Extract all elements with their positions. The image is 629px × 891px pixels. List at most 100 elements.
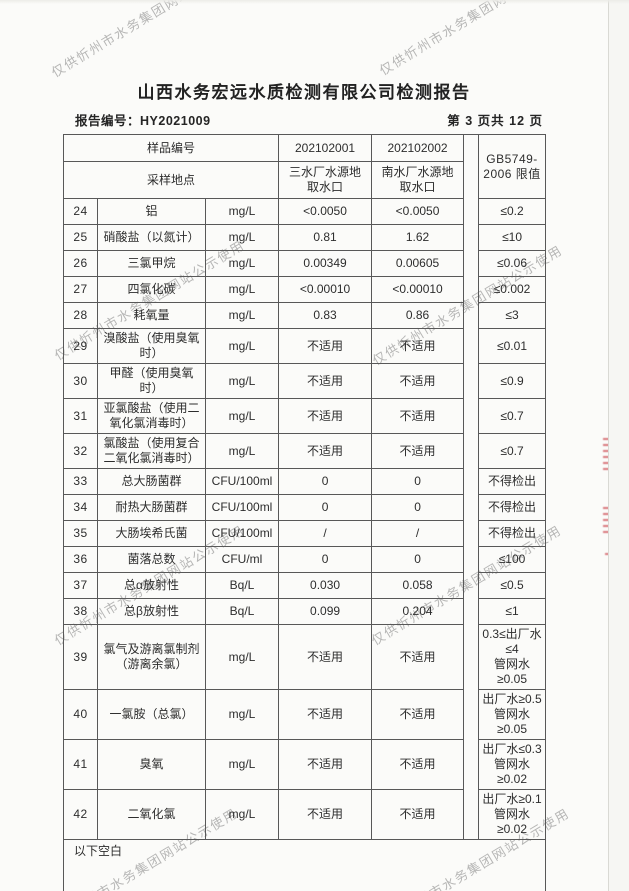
row-number-cell: 34 bbox=[63, 494, 98, 521]
report-meta: 报告编号：HY2021009 第 3 页共 12 页 bbox=[63, 110, 545, 129]
row-number-cell: 27 bbox=[63, 276, 98, 303]
value-cell-1: 0.030 bbox=[278, 572, 373, 599]
value-cell-2: <0.0050 bbox=[371, 198, 465, 225]
param-cell: 四氯化碳 bbox=[97, 276, 206, 303]
paper-edge-line bbox=[608, 0, 609, 891]
blank-footer-row: 以下空白 bbox=[62, 839, 547, 891]
param-cell: 总大肠菌群 bbox=[97, 468, 206, 495]
param-cell: 耗氧量 bbox=[97, 302, 206, 329]
limit-cell: 出厂水≥0.5 管网水≥0.05 bbox=[478, 689, 547, 740]
table-header-row: 采样地点 三水厂水源地 取水口 南水厂水源地 取水口 bbox=[62, 161, 546, 199]
param-cell: 耐热大肠菌群 bbox=[97, 494, 206, 521]
param-cell: 氯气及游离氯制剂（游离余氯） bbox=[97, 624, 206, 690]
row-number-cell: 28 bbox=[63, 302, 98, 329]
limit-cell: ≤0.002 bbox=[478, 276, 547, 303]
table-row: 33 总大肠菌群 CFU/100ml 0 0 不得检出 bbox=[63, 468, 547, 495]
report-number-value: HY2021009 bbox=[140, 114, 211, 128]
row-number-cell: 26 bbox=[63, 250, 98, 277]
row-number-cell: 36 bbox=[63, 546, 98, 573]
row-number-cell: 30 bbox=[63, 363, 98, 399]
value-cell-2: 不适用 bbox=[371, 433, 465, 469]
param-cell: 氯酸盐（使用复合二氧化氯消毒时） bbox=[97, 433, 206, 469]
limit-cell: ≤0.06 bbox=[478, 250, 547, 277]
value-cell-2: 不适用 bbox=[371, 689, 465, 740]
param-cell: 总β放射性 bbox=[97, 598, 206, 625]
row-number-cell: 24 bbox=[63, 198, 98, 225]
value-cell-2: 不适用 bbox=[371, 328, 465, 364]
value-cell-1: 0 bbox=[278, 468, 373, 495]
table-row: 42 二氧化氯 mg/L 不适用 不适用 出厂水≥0.1 管网水≥0.02 bbox=[63, 789, 547, 840]
unit-cell: Bq/L bbox=[204, 572, 280, 599]
table-row: 32 氯酸盐（使用复合二氧化氯消毒时） mg/L 不适用 不适用 ≤0.7 bbox=[63, 433, 547, 469]
red-seal-fragment bbox=[605, 549, 610, 555]
value-cell-1: 0.83 bbox=[278, 302, 373, 329]
row-number-cell: 31 bbox=[63, 398, 98, 434]
row-number-cell: 39 bbox=[63, 624, 98, 690]
unit-cell: mg/L bbox=[204, 363, 280, 399]
param-cell: 总α放射性 bbox=[97, 572, 206, 599]
row-number-cell: 25 bbox=[63, 224, 98, 251]
unit-cell: mg/L bbox=[204, 624, 280, 690]
row-number-cell: 29 bbox=[63, 328, 98, 364]
value-cell-1: <0.00010 bbox=[278, 276, 373, 303]
value-cell-1: 0 bbox=[278, 546, 373, 573]
unit-cell: mg/L bbox=[204, 689, 280, 740]
row-number-cell: 33 bbox=[63, 468, 98, 495]
limit-cell: ≤0.5 bbox=[478, 572, 547, 599]
value-cell-1: 不适用 bbox=[278, 789, 373, 840]
value-cell-2: <0.00010 bbox=[371, 276, 465, 303]
unit-cell: mg/L bbox=[204, 302, 280, 329]
paper-edge-margin bbox=[609, 0, 629, 891]
value-cell-2: 不适用 bbox=[371, 789, 465, 840]
unit-cell: mg/L bbox=[204, 398, 280, 434]
value-cell-1: 不适用 bbox=[278, 363, 373, 399]
sample-id-cell-2: 202102002 bbox=[371, 134, 465, 162]
location-cell-2: 南水厂水源地 取水口 bbox=[371, 161, 465, 199]
row-number-cell: 32 bbox=[63, 433, 98, 469]
table-row: 28 耗氧量 mg/L 0.83 0.86 ≤3 bbox=[63, 302, 547, 329]
limit-cell: 出厂水≤0.3 管网水≥0.02 bbox=[478, 739, 547, 790]
report-number-label: 报告编号： bbox=[75, 114, 141, 128]
limit-cell: 不得检出 bbox=[478, 520, 547, 547]
row-number-cell: 35 bbox=[63, 520, 98, 547]
unit-cell: mg/L bbox=[204, 433, 280, 469]
row-number-cell: 37 bbox=[63, 572, 98, 599]
param-cell: 铝 bbox=[97, 198, 206, 225]
results-table: 样品编号 202102001 202102002 GB5749- 2006 限值… bbox=[62, 134, 547, 891]
table-row: 29 溴酸盐（使用臭氧时） mg/L 不适用 不适用 ≤0.01 bbox=[63, 328, 547, 364]
param-cell: 臭氧 bbox=[97, 739, 206, 790]
table-row: 41 臭氧 mg/L 不适用 不适用 出厂水≤0.3 管网水≥0.02 bbox=[63, 739, 547, 790]
location-label-cell: 采样地点 bbox=[62, 161, 280, 199]
limit-cell: ≤10 bbox=[478, 224, 547, 251]
watermark: 仅供忻州市水务集团网站公示使用 bbox=[376, 0, 573, 79]
value-cell-2: 0 bbox=[371, 468, 465, 495]
limit-cell: 0.3≤出厂水≤4 管网水≥0.05 bbox=[478, 624, 547, 690]
value-cell-2: 不适用 bbox=[371, 624, 465, 690]
table-row: 26 三氯甲烷 mg/L 0.00349 0.00605 ≤0.06 bbox=[63, 250, 547, 277]
limit-cell: ≤1 bbox=[478, 598, 547, 625]
value-cell-2: 0.058 bbox=[371, 572, 465, 599]
table-row: 35 大肠埃希氏菌 CFU/100ml / / 不得检出 bbox=[63, 520, 547, 547]
table-header-row: 样品编号 202102001 202102002 GB5749- 2006 限值 bbox=[62, 134, 547, 840]
unit-cell: mg/L bbox=[204, 276, 280, 303]
value-cell-1: 不适用 bbox=[278, 433, 373, 469]
param-cell: 溴酸盐（使用臭氧时） bbox=[97, 328, 206, 364]
limit-cell: ≤0.7 bbox=[478, 398, 547, 434]
param-cell: 大肠埃希氏菌 bbox=[97, 520, 206, 547]
location-cell-1: 三水厂水源地 取水口 bbox=[278, 161, 373, 199]
report-number: 报告编号：HY2021009 bbox=[63, 110, 211, 129]
limit-cell: 不得检出 bbox=[478, 468, 547, 495]
watermark: 仅供忻州市水务集团网站公示使用 bbox=[48, 0, 245, 81]
param-cell: 一氯胺（总氯） bbox=[97, 689, 206, 740]
value-cell-1: 0 bbox=[278, 494, 373, 521]
red-seal-fragment bbox=[603, 434, 612, 470]
limit-cell: 不得检出 bbox=[478, 494, 547, 521]
value-cell-2: 不适用 bbox=[371, 398, 465, 434]
sample-id-cell-1: 202102001 bbox=[278, 134, 373, 162]
unit-cell: mg/L bbox=[204, 198, 280, 225]
table-row: 36 菌落总数 CFU/ml 0 0 ≤100 bbox=[63, 546, 547, 573]
unit-cell: mg/L bbox=[204, 789, 280, 840]
table-row: 24 铝 mg/L <0.0050 <0.0050 ≤0.2 bbox=[63, 198, 547, 225]
param-cell: 菌落总数 bbox=[97, 546, 206, 573]
